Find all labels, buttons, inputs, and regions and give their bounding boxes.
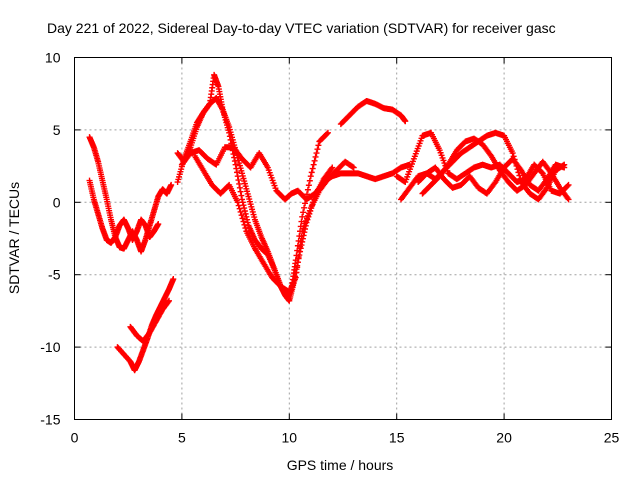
data-point <box>238 192 245 199</box>
data-point <box>296 248 303 255</box>
data-point <box>299 213 306 220</box>
data-point <box>543 186 550 193</box>
data-point <box>294 259 301 266</box>
data-point <box>565 181 572 188</box>
y-tick-label: 10 <box>45 50 61 66</box>
data-point <box>305 182 312 189</box>
data-point <box>324 129 331 136</box>
data-point <box>307 173 314 180</box>
series-arc-m <box>419 135 572 203</box>
data-point <box>234 199 241 206</box>
data-point <box>350 164 357 171</box>
data-point <box>313 150 320 157</box>
data-point <box>561 164 568 171</box>
y-tick-label: -10 <box>40 339 60 355</box>
x-axis-label: GPS time / hours <box>287 457 394 473</box>
y-axis-label: SDTVAR / TECUs <box>6 182 22 294</box>
data-point <box>295 254 302 261</box>
plot-frame <box>74 57 612 420</box>
data-point <box>206 101 213 108</box>
data-point <box>243 213 250 220</box>
data-point <box>297 238 304 245</box>
data-point <box>308 169 315 176</box>
y-tick-label: 0 <box>53 194 61 210</box>
data-point <box>294 264 301 271</box>
data-point <box>300 209 307 216</box>
data-point <box>239 196 246 203</box>
data-point <box>241 221 248 228</box>
data-point <box>235 202 242 209</box>
chart-title: Day 221 of 2022, Sidereal Day-to-day VTE… <box>47 20 556 36</box>
data-point <box>315 142 322 149</box>
data-point <box>239 199 246 206</box>
data-point <box>244 219 251 226</box>
grid-lines <box>74 57 612 420</box>
x-tick-label: 5 <box>178 430 186 446</box>
series-arc-i <box>337 97 409 128</box>
data-point <box>310 161 317 168</box>
data-point <box>311 157 318 164</box>
data-point <box>236 205 243 212</box>
data-point <box>314 146 321 153</box>
data-point <box>328 165 335 172</box>
y-tick-label: -5 <box>48 267 61 283</box>
data-point <box>304 186 311 193</box>
data-point <box>297 243 304 250</box>
y-tick-label: -15 <box>40 412 60 428</box>
y-tick-label: 5 <box>53 122 61 138</box>
data-point <box>232 161 239 168</box>
data-point <box>237 188 244 195</box>
x-tick-label: 25 <box>604 430 620 446</box>
data-point <box>241 207 248 214</box>
series-arc-h <box>191 152 357 296</box>
data-point <box>237 208 244 215</box>
data-point <box>309 165 316 172</box>
data-point <box>329 164 336 171</box>
data-point <box>293 269 300 276</box>
data-point <box>239 215 246 222</box>
data-point <box>168 181 175 188</box>
x-tick-label: 0 <box>71 430 79 446</box>
data-point <box>235 177 242 184</box>
series-arc-b <box>86 177 162 246</box>
data-point <box>509 150 516 157</box>
data-point <box>292 274 299 281</box>
data-point <box>564 182 571 189</box>
data-point <box>236 184 243 191</box>
data-point <box>306 177 313 184</box>
data-point <box>240 218 247 225</box>
data-point <box>155 221 162 228</box>
data-point <box>517 175 524 182</box>
data-point <box>242 210 249 217</box>
data-point <box>236 180 243 187</box>
data-point <box>324 130 331 137</box>
x-tick-label: 15 <box>389 430 405 446</box>
data-point <box>238 212 245 219</box>
data-point <box>301 204 308 211</box>
data-point <box>165 298 172 305</box>
data-point <box>565 196 572 203</box>
data-point <box>402 118 409 125</box>
data-point <box>298 233 305 240</box>
data-point <box>170 276 177 283</box>
data-point <box>242 225 249 232</box>
data-point <box>312 153 319 160</box>
x-tick-label: 10 <box>282 430 298 446</box>
data-marks <box>86 71 572 374</box>
series-arc-d <box>127 297 173 345</box>
x-tick-label: 20 <box>496 430 512 446</box>
data-point <box>244 216 251 223</box>
axis-ticks: 0 5 10 15 20 25 -15 -10 -5 0 5 10 <box>40 50 619 446</box>
data-point <box>234 169 241 176</box>
data-point <box>166 297 173 304</box>
data-point <box>234 173 241 180</box>
data-point <box>564 195 571 202</box>
